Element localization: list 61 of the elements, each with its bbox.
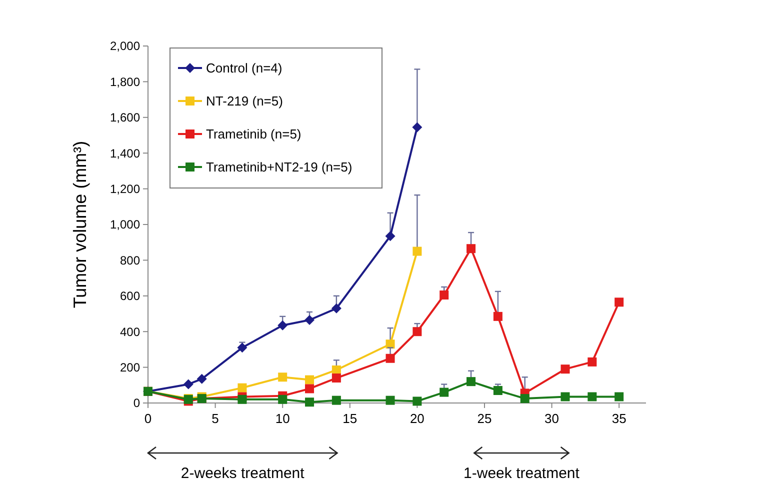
y-tick-label: 1,800 [110, 74, 140, 89]
x-tick-label: 25 [477, 411, 492, 426]
y-tick-label: 400 [120, 324, 140, 339]
point [332, 396, 341, 405]
y-tick-label: 200 [120, 360, 140, 374]
point [238, 383, 247, 392]
point [614, 392, 624, 402]
point [278, 394, 288, 404]
y-tick-label: 1,600 [110, 110, 140, 125]
point [305, 398, 314, 407]
point [440, 388, 449, 397]
point [305, 384, 314, 394]
point [385, 231, 396, 242]
point [305, 375, 314, 384]
x-tick-label: 35 [612, 411, 626, 426]
y-tick-label: 600 [120, 289, 140, 304]
text: 2-weeks treatment [180, 465, 306, 482]
point [614, 298, 624, 307]
text: 1-week treatment [464, 465, 580, 482]
point [386, 354, 395, 363]
point [278, 372, 288, 382]
point [183, 379, 194, 390]
point [412, 122, 422, 132]
x-tick-label: 5 [212, 411, 219, 426]
y-tick-label: 0 [133, 396, 140, 410]
point [196, 374, 207, 384]
point [466, 377, 476, 386]
point [386, 396, 395, 405]
point [412, 396, 422, 406]
x-tick-label: 10 [275, 411, 290, 426]
point [332, 374, 341, 383]
y-tick-label: 1,000 [110, 218, 140, 232]
point [440, 290, 449, 300]
y-tick-label: 800 [120, 253, 140, 268]
legend-label: Control (n=4) [206, 60, 282, 76]
legend-label: Trametinib (n=5) [206, 126, 302, 142]
legend-label: NT-219 (n=5) [206, 94, 283, 109]
point [278, 320, 288, 330]
point [304, 314, 315, 325]
y-axis-title: Tumor volume (mm³) [70, 140, 90, 308]
y-tick-label: 1,200 [110, 182, 140, 196]
point [588, 392, 597, 402]
point [237, 342, 248, 353]
point [412, 246, 422, 256]
x-tick-label: 30 [544, 411, 560, 426]
point [466, 244, 476, 254]
point [560, 392, 570, 402]
point [493, 312, 502, 321]
point [560, 364, 570, 374]
point [331, 303, 342, 314]
point [493, 386, 502, 396]
x-tick-label: 0 [144, 411, 152, 426]
y-tick-label: 1,400 [110, 146, 140, 160]
legend-label: Trametinib+NT2-19 (n=5) [206, 160, 352, 175]
x-tick-label: 15 [342, 411, 358, 426]
y-tick-label: 2,000 [110, 39, 140, 54]
point [520, 394, 530, 404]
point [588, 357, 597, 366]
point [238, 394, 247, 404]
x-tick-label: 20 [410, 411, 424, 426]
point [412, 327, 422, 336]
